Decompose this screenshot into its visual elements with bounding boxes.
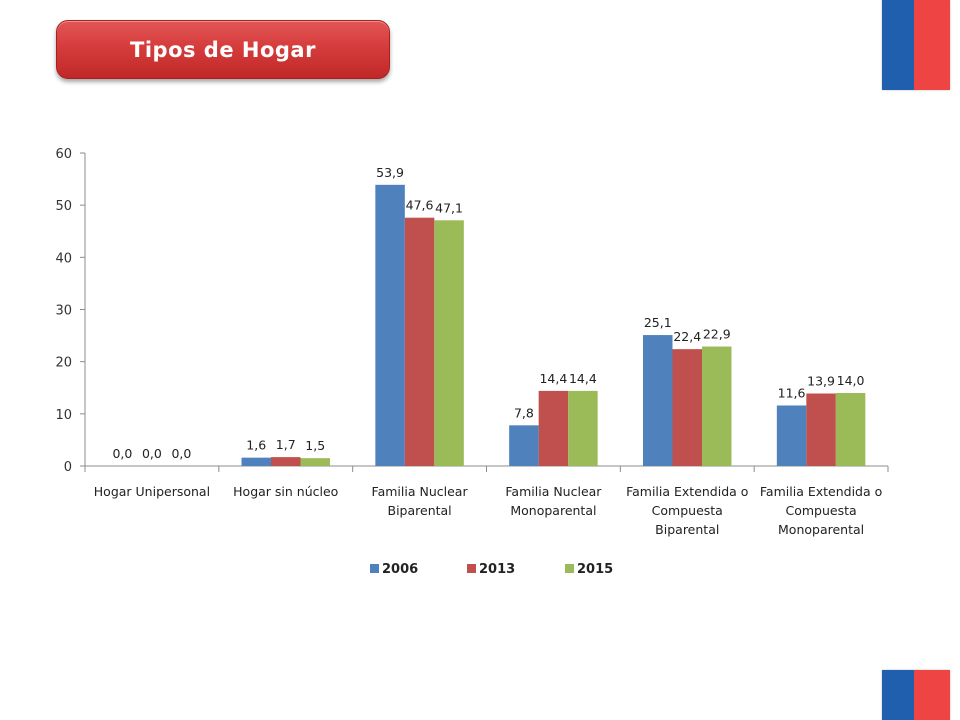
data-label: 53,9 [376,165,404,180]
data-label: 47,1 [435,200,463,215]
bar-2015 [568,390,598,466]
y-tick-label: 40 [55,251,72,266]
data-label: 0,0 [142,446,162,461]
y-tick-label: 30 [55,304,72,319]
legend-label: 2015 [577,562,613,577]
flag-logo-bottom [882,670,950,720]
category-label: Familia Nuclear [505,484,602,499]
category-label: Hogar Unipersonal [94,484,210,499]
bar-2006 [241,457,271,466]
category-label: Biparental [388,503,452,518]
y-tick-label: 10 [55,408,72,423]
flag-red-stripe [914,0,950,90]
category-label: Familia Extendida o [626,484,748,499]
y-tick-label: 20 [55,356,72,371]
category-label: Monoparental [510,503,596,518]
bar-2015 [300,458,330,466]
data-label: 14,4 [569,371,597,386]
flag-red-stripe [914,670,950,720]
flag-blue-stripe [882,670,914,720]
page-title: Tipos de Hogar [130,37,316,62]
data-label: 22,4 [673,329,701,344]
category-label: Compuesta [785,503,856,518]
data-label: 14,4 [539,371,567,386]
bar-2015 [835,392,866,466]
data-label: 25,1 [644,315,672,330]
bar-2013 [271,457,301,466]
bar-2006 [643,335,673,466]
data-label: 14,0 [837,373,865,388]
data-label: 47,6 [406,198,434,213]
legend-swatch-2015 [565,564,574,573]
bar-2013 [672,349,702,466]
bar-2006 [375,184,405,467]
bar-2015 [702,346,732,466]
data-label: 1,6 [246,438,266,453]
category-label: Biparental [655,522,719,537]
bar-2015 [434,220,464,466]
category-label: Hogar sin núcleo [233,484,338,499]
data-label: 1,5 [305,438,325,453]
data-label: 0,0 [112,446,132,461]
legend-swatch-2013 [467,564,476,573]
bar-2006 [509,425,539,466]
bar-2013 [806,393,836,466]
category-label: Familia Extendida o [760,484,882,499]
legend-label: 2006 [382,562,418,577]
data-label: 13,9 [807,373,835,388]
y-tick-label: 60 [55,147,72,162]
data-label: 1,7 [276,437,296,452]
flag-logo-top [882,0,950,90]
bar-2013 [404,217,435,466]
category-label: Monoparental [778,522,864,537]
legend-label: 2013 [479,562,515,577]
y-tick-label: 50 [55,199,72,214]
legend-swatch-2006 [370,564,379,573]
bar-2006 [776,405,807,466]
bar-2013 [538,390,569,466]
title-banner: Tipos de Hogar [56,20,390,79]
category-label: Familia Nuclear [372,484,469,499]
data-label: 0,0 [171,446,191,461]
category-label: Compuesta [652,503,723,518]
flag-blue-stripe [882,0,914,90]
data-label: 22,9 [703,327,731,342]
data-label: 7,8 [514,405,534,420]
data-label: 11,6 [778,385,806,400]
y-tick-label: 0 [64,460,72,475]
